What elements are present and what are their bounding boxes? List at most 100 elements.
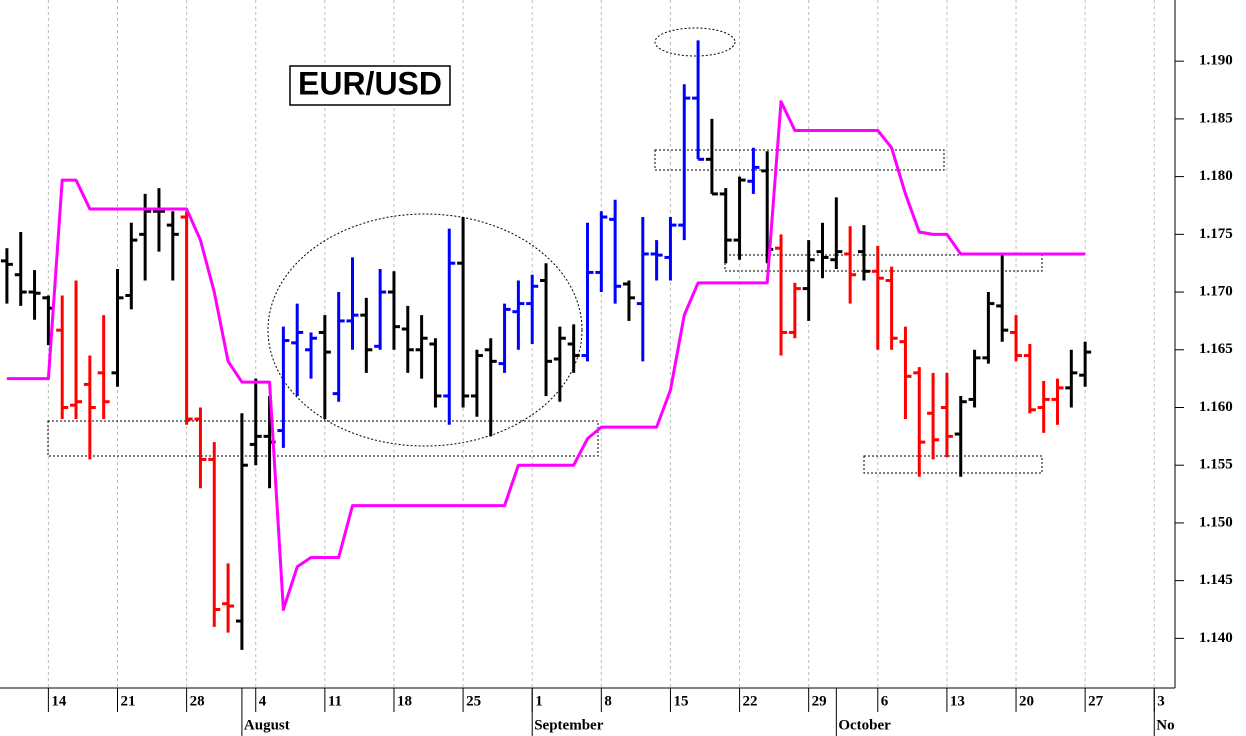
ohlc-bar: [457, 217, 470, 408]
ohlc-bar: [208, 442, 221, 627]
ohlc-bar: [346, 257, 359, 350]
y-tick-label: 1.140: [1199, 630, 1233, 646]
x-tick-label: 1: [535, 693, 543, 709]
x-tick-label: 8: [604, 693, 612, 709]
annotation-box: [654, 149, 945, 171]
ohlc-bar: [650, 240, 663, 281]
ohlc-bar: [705, 118, 718, 196]
y-tick-label: 1.150: [1199, 514, 1233, 530]
ohlc-bar: [719, 188, 732, 264]
ohlc-bar: [830, 197, 843, 269]
y-tick-label: 1.180: [1199, 168, 1233, 184]
ohlc-bar: [83, 355, 96, 460]
ohlc-bar: [871, 245, 884, 350]
x-tick-label: 11: [328, 693, 342, 709]
ohlc-bar: [954, 395, 967, 477]
ohlc-bar: [374, 268, 387, 350]
ohlc-bar: [553, 326, 566, 402]
ohlc-bar: [249, 378, 262, 466]
marks: [0, 40, 1092, 650]
axes: 1.140 1.145 1.150 1.155 1.160 1.165 1.170 1.175…: [47, 53, 1233, 736]
ohlc-bar: [1065, 349, 1078, 408]
x-tick-label: 29: [812, 693, 827, 709]
ohlc-bar: [664, 217, 677, 281]
ohlc-bar: [14, 232, 27, 306]
ohlc-bar: [470, 349, 483, 417]
ohlc-bar: [318, 315, 331, 420]
ohlc-bar: [222, 563, 235, 633]
x-tick-label: 22: [743, 693, 758, 709]
ohlc-bar: [802, 240, 815, 321]
month-label: September: [534, 717, 603, 733]
x-tick-label: 27: [1088, 693, 1104, 709]
ohlc-bar: [277, 326, 290, 448]
ohlc-bar: [125, 222, 138, 310]
ohlc-bar: [70, 280, 83, 420]
ohlc-bar: [775, 234, 788, 356]
x-tick-label: 4: [259, 693, 267, 709]
x-tick-label: 13: [950, 693, 965, 709]
x-tick-label: 15: [673, 693, 688, 709]
ohlc-bar: [429, 338, 442, 408]
annotation-box: [863, 455, 1043, 474]
y-tick-label: 1.190: [1199, 53, 1233, 69]
ohlc-bar: [305, 332, 318, 379]
ohlc-bar: [816, 222, 829, 279]
ohlc-bar: [636, 217, 649, 362]
ohlc-bar: [1010, 315, 1023, 362]
annotation-box: [47, 420, 599, 457]
ohlc-bar: [235, 413, 248, 650]
y-tick-label: 1.155: [1199, 457, 1233, 473]
ohlc-bar: [692, 40, 705, 161]
y-tick-label: 1.165: [1199, 341, 1233, 357]
annotation-ellipse: [267, 213, 583, 447]
ohlc-bar: [194, 407, 207, 489]
ohlc-bar: [180, 211, 193, 425]
x-tick-label: 14: [51, 693, 67, 709]
ohlc-bar: [996, 255, 1009, 342]
title-box: [289, 65, 451, 106]
ohlc-bar: [1051, 378, 1064, 425]
ohlc-bar: [332, 292, 345, 402]
ohlc-bar: [1023, 344, 1036, 414]
ohlc-bar: [484, 338, 497, 437]
x-tick-label: 25: [466, 693, 481, 709]
ohlc-bar: [844, 226, 857, 304]
chart-title: EUR/USD: [298, 65, 442, 101]
ohlc-bar: [788, 282, 801, 339]
ohlc-bar: [913, 367, 926, 477]
ohlc-bar: [567, 324, 580, 373]
x-tick-label: 3: [1157, 693, 1165, 709]
ohlc-bar: [28, 270, 41, 320]
ohlc-bar: [927, 372, 940, 460]
ohlc-bar: [899, 326, 912, 420]
x-tick-label: 6: [881, 693, 889, 709]
ohlc-bar: [622, 280, 635, 321]
x-tick-label: 28: [190, 693, 205, 709]
ohlc-bar: [581, 222, 594, 362]
annotation-ellipse: [654, 27, 736, 57]
ohlc-bar: [415, 315, 428, 379]
month-label: No: [1156, 717, 1174, 733]
ohlc-bar: [443, 228, 456, 425]
ohlc-bar: [940, 372, 953, 458]
ohlc-bar: [498, 303, 511, 373]
ohlc-bar: [97, 315, 110, 420]
stop-line: [6, 100, 1086, 612]
y-tick-label: 1.185: [1199, 110, 1233, 126]
ohlc-bar: [678, 84, 691, 241]
ohlc-bar: [885, 266, 898, 350]
month-label: August: [244, 717, 290, 733]
y-tick-label: 1.160: [1199, 399, 1233, 415]
ohlc-bar: [733, 176, 746, 260]
ohlc-bar: [56, 295, 69, 420]
ohlc-bar: [166, 211, 179, 281]
x-tick-label: 20: [1019, 693, 1034, 709]
y-tick-label: 1.170: [1199, 283, 1233, 299]
ohlc-bar: [968, 349, 981, 408]
x-tick-label: 21: [121, 693, 136, 709]
ohlc-bar: [291, 303, 304, 396]
